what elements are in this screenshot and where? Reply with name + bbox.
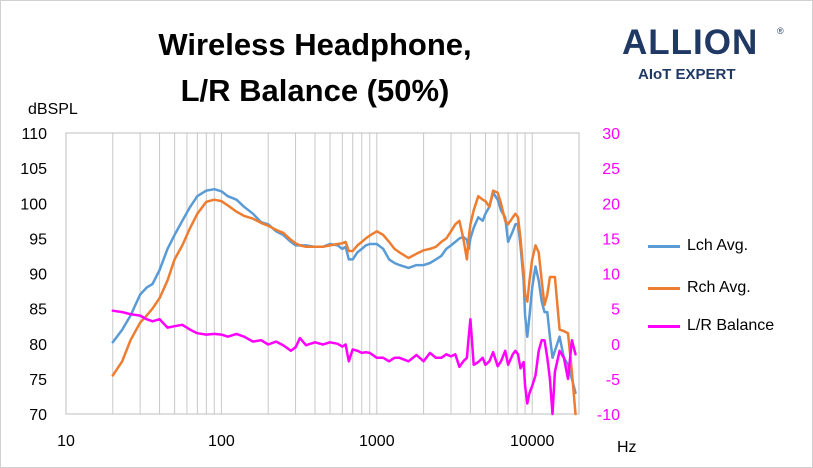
y-tick-label: 75 bbox=[29, 372, 47, 389]
y-axis-label: dBSPL bbox=[28, 101, 78, 118]
x-axis-ticks: 10 100 1000 10000 bbox=[57, 433, 554, 450]
y-tick-label: 110 bbox=[21, 126, 47, 143]
legend-swatch-rch bbox=[648, 287, 680, 290]
legend-swatch-balance bbox=[648, 325, 680, 328]
y2-tick-label: 10 bbox=[602, 267, 620, 284]
y2-axis-ticks: -10 -5 0 5 10 15 20 25 30 bbox=[597, 126, 620, 424]
series-line-lch bbox=[111, 187, 577, 395]
y-axis-ticks: 70 75 80 85 90 95 100 105 110 bbox=[20, 126, 47, 424]
y-tick-label: 90 bbox=[29, 267, 47, 284]
series-line-balance bbox=[111, 309, 577, 416]
x-tick-label: 10000 bbox=[510, 433, 555, 450]
legend-item-lch: Lch Avg. bbox=[648, 236, 808, 256]
x-tick-label: 10 bbox=[57, 433, 75, 450]
x-tick-label: 1000 bbox=[359, 433, 395, 450]
y-tick-label: 85 bbox=[29, 302, 47, 319]
legend-item-rch: Rch Avg. bbox=[648, 278, 808, 298]
x-axis-label: Hz bbox=[617, 439, 637, 456]
allion-logo: ALLION ® AIoT EXPERT bbox=[615, 24, 795, 88]
logo-tagline: AIoT EXPERT bbox=[638, 66, 736, 83]
logo-wordmark: ALLION bbox=[622, 23, 759, 62]
legend-label-lch: Lch Avg. bbox=[687, 237, 749, 254]
series-lines bbox=[111, 187, 577, 416]
chart-title-line-2: L/R Balance (50%) bbox=[180, 73, 450, 108]
y2-tick-label: 20 bbox=[602, 196, 620, 213]
chart-title: Wireless Headphone, L/R Balance (50%) bbox=[120, 22, 510, 114]
y-tick-label: 80 bbox=[29, 337, 47, 354]
y-tick-label: 95 bbox=[29, 231, 47, 248]
y2-tick-label: 0 bbox=[611, 337, 620, 354]
y2-tick-label: -10 bbox=[597, 407, 620, 424]
y2-tick-label: 25 bbox=[602, 161, 620, 178]
series-line-rch bbox=[111, 189, 577, 416]
y-tick-label: 70 bbox=[29, 407, 47, 424]
y2-tick-label: 5 bbox=[611, 302, 620, 319]
legend-label-rch: Rch Avg. bbox=[687, 279, 751, 296]
grid-lines bbox=[112, 133, 533, 414]
legend-item-balance: L/R Balance bbox=[648, 316, 808, 336]
y2-tick-label: -5 bbox=[606, 372, 620, 389]
logo-registered-mark: ® bbox=[777, 26, 784, 36]
x-tick-label: 100 bbox=[208, 433, 235, 450]
y2-tick-label: 15 bbox=[602, 231, 620, 248]
y-tick-label: 105 bbox=[20, 161, 47, 178]
chart-title-line-1: Wireless Headphone, bbox=[158, 27, 472, 62]
y-tick-label: 100 bbox=[20, 196, 47, 213]
legend-swatch-lch bbox=[648, 245, 680, 248]
legend-label-balance: L/R Balance bbox=[687, 317, 775, 334]
plot-area-border bbox=[65, 132, 580, 415]
y2-tick-label: 30 bbox=[602, 126, 620, 143]
